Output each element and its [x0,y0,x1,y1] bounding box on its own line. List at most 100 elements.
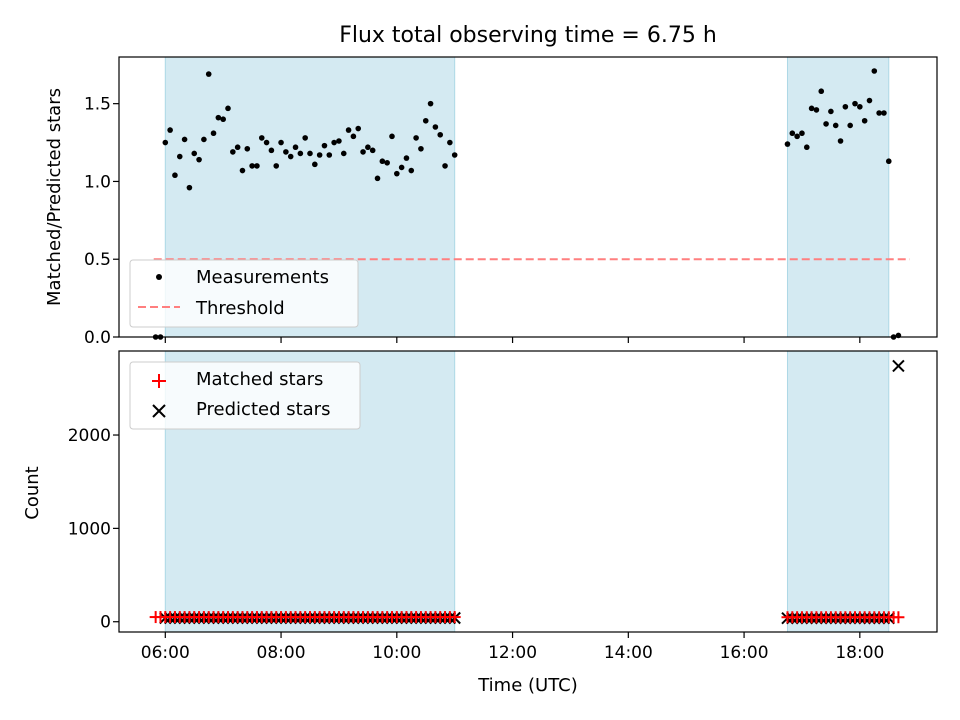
measurement-point [852,100,858,107]
measurement-point [258,135,265,141]
measurement-point [355,125,362,132]
measurement-point [403,155,410,161]
measurement-point [316,152,323,158]
measurement-point [818,88,825,95]
measurement-point [422,117,429,124]
y-tick-label: 0.5 [84,250,111,270]
measurement-point [432,124,439,130]
y-tick-label: 0 [100,613,111,633]
measurement-point [326,152,333,158]
measurement-point [201,136,207,143]
measurement-point [799,130,805,137]
top-legend-box [129,259,359,328]
measurement-point [408,167,415,174]
measurement-point [418,145,424,152]
y-tick-label: 2000 [68,426,111,446]
measurement-point [384,159,390,166]
measurement-point [876,110,882,116]
measurement-point [350,133,357,140]
matched-star-marker [448,611,461,624]
x-tick-label: 14:00 [604,643,653,663]
measurement-point [389,133,395,140]
bottom-x-ticks: 06:00 08:00 10:00 12:00 14:00 16:00 18:00 [141,632,884,663]
bottom-y-ticks: 0 1000 2000 [68,426,119,633]
measurement-point [254,163,260,169]
bottom-y-axis-label: Count [22,466,43,519]
measurement-point [442,163,448,169]
measurement-point [162,139,169,146]
measurement-point [871,68,878,74]
top-axes-frame [118,56,938,338]
measurement-point [307,150,313,157]
measurement-point [398,164,405,171]
measurement-point [842,103,849,110]
measurement-point [321,142,328,149]
measurement-point [861,117,868,124]
measurement-point [374,175,381,182]
bottom-legend-box [129,361,361,430]
measurement-point [263,139,270,146]
measurement-point [205,71,212,77]
top-legend: Measurements Threshold [129,259,359,328]
measurement-point [803,144,810,151]
bottom-legend: Matched stars Predicted stars [129,361,361,430]
top-panel: 0.0 0.5 1.0 1.5 Matched/Predicted stars Mea… [44,56,938,348]
measurement-point [244,145,251,152]
predicted-star-marker [892,359,905,373]
measurement-point [312,161,318,168]
measurement-point [808,105,815,112]
measurement-point [302,135,308,141]
measurement-point [331,139,337,146]
measurement-point [239,167,246,174]
measurement-point [336,138,342,144]
x-tick-label: 10:00 [372,643,421,663]
x-tick-label: 08:00 [257,643,306,663]
bottom-axes-frame [118,350,938,633]
legend-predicted-label: Predicted stars [196,399,330,420]
measurement-point [365,144,371,151]
top-y-axis-label: Matched/Predicted stars [44,88,65,306]
measurement-point [292,144,299,151]
bottom-panel: 0 1000 2000 06:00 08:00 10:00 12:00 14:00 16:00… [22,350,938,696]
measurement-point [413,135,419,141]
measurement-point [181,136,188,143]
legend-matched-label: Matched stars [196,369,323,390]
observing-window [786,56,890,338]
measurement-point [215,114,222,121]
measurement-point [866,97,873,104]
measurement-point [427,100,434,107]
measurement-point [167,127,173,133]
legend-measurements-marker [156,274,162,280]
measurement-point [813,107,820,113]
x-tick-label: 18:00 [835,643,884,663]
measurement-point [823,121,829,127]
legend-predicted-marker [152,404,166,418]
measurement-point [437,131,444,138]
measurement-point [847,122,853,129]
measurement-point [447,139,453,146]
measurement-point [230,149,236,155]
measurement-point [828,108,834,115]
measurement-point [210,130,217,137]
measurement-point [394,170,400,177]
measurement-point [857,103,863,110]
measurement-point [832,122,839,129]
measurement-point [287,153,294,160]
x-tick-label: 06:00 [141,643,190,663]
legend-measurements-label: Measurements [196,267,329,288]
measurement-point [191,150,198,157]
count-points [149,359,905,625]
measurement-point [794,133,800,140]
measurement-points [152,68,902,340]
x-tick-label: 16:00 [720,643,769,663]
measurement-point [885,158,892,165]
measurement-point [249,163,255,169]
y-tick-label: 1.5 [84,95,111,115]
measurement-point [340,150,347,157]
y-tick-label: 1000 [68,519,111,539]
observing-window [786,350,890,633]
measurement-point [881,110,887,116]
measurement-point [225,105,231,112]
measurement-point [345,127,352,133]
